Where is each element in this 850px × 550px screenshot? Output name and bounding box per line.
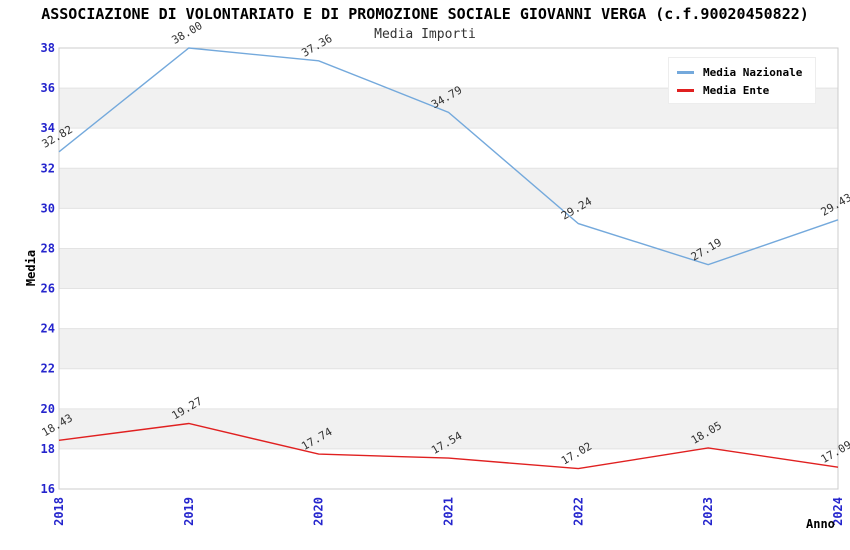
x-tick-label: 2018	[52, 497, 66, 526]
data-point-label: 37.36	[299, 32, 334, 60]
y-tick-label: 30	[41, 201, 55, 215]
y-tick-label: 28	[41, 241, 55, 255]
chart-title: ASSOCIAZIONE DI VOLONTARIATO E DI PROMOZ…	[41, 5, 809, 23]
legend-label-nazionale: Media Nazionale	[703, 65, 803, 79]
band	[59, 248, 838, 289]
band	[59, 168, 838, 209]
plot-border	[58, 47, 839, 490]
line-swatch-ente-icon	[677, 88, 694, 92]
chart-subtitle: Media Importi	[374, 27, 476, 42]
y-tick-label: 36	[41, 81, 55, 95]
y-tick-label: 16	[41, 482, 55, 496]
band	[59, 408, 838, 449]
x-tick-label: 2019	[182, 497, 196, 526]
legend: Media Nazionale Media Ente	[668, 57, 816, 104]
x-axis-title: Anno	[806, 517, 835, 531]
legend-item-media-ente: Media Ente	[669, 81, 815, 99]
y-tick-label: 26	[41, 282, 55, 296]
y-tick-label: 22	[41, 362, 55, 376]
y-tick-label: 20	[41, 402, 55, 416]
band	[59, 328, 838, 369]
series-line-media-nazionale	[58, 47, 839, 266]
y-tick-label: 24	[41, 322, 55, 336]
y-tick-label: 34	[41, 121, 55, 135]
data-point-label: 38.00	[169, 19, 204, 47]
x-tick-label: 2022	[571, 497, 585, 526]
x-tick-label: 2024	[831, 497, 845, 526]
x-tick-label: 2020	[312, 497, 326, 526]
y-axis-title: Media	[24, 249, 38, 287]
series-line-media-ente	[58, 422, 839, 470]
x-tick-label: 2021	[442, 497, 456, 526]
y-tick-label: 18	[41, 442, 55, 456]
y-tick-label: 38	[41, 41, 55, 55]
line-swatch-nazionale-icon	[677, 70, 694, 74]
legend-label-ente: Media Ente	[703, 83, 770, 97]
legend-item-media-nazionale: Media Nazionale	[669, 63, 815, 81]
y-tick-label: 32	[41, 161, 55, 175]
x-tick-label: 2023	[701, 497, 715, 526]
